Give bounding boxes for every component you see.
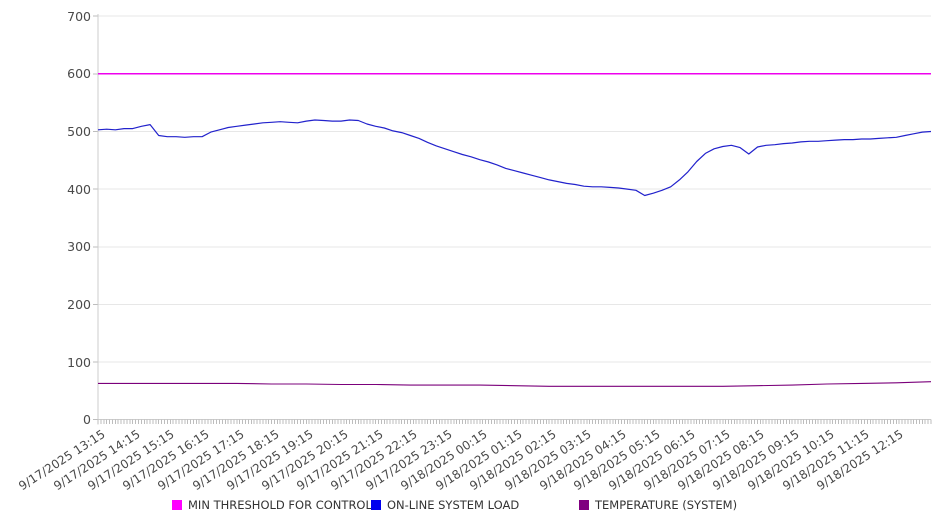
y-tick-label-0: 0 — [83, 412, 91, 428]
y-tick-label-400: 400 — [67, 181, 91, 197]
legend-swatch-icon — [579, 500, 589, 510]
series-line-2 — [98, 381, 932, 387]
y-tick-label-300: 300 — [67, 239, 91, 255]
legend-item-0[interactable]: MIN THRESHOLD FOR CONTROL — [172, 498, 372, 512]
legend-item-1[interactable]: ON-LINE SYSTEM LOAD — [371, 498, 519, 512]
legend-label: MIN THRESHOLD FOR CONTROL — [188, 498, 372, 512]
legend-swatch-icon — [371, 500, 381, 510]
y-tick-label-700: 700 — [67, 8, 91, 24]
legend-item-2[interactable]: TEMPERATURE (SYSTEM) — [579, 498, 737, 512]
y-tick-label-500: 500 — [67, 123, 91, 139]
y-tick-label-600: 600 — [67, 66, 91, 82]
series-line-1 — [97, 119, 932, 197]
legend-label: ON-LINE SYSTEM LOAD — [387, 498, 520, 512]
legend-label: TEMPERATURE (SYSTEM) — [595, 498, 738, 512]
y-tick-label-200: 200 — [67, 296, 91, 312]
legend-swatch-icon — [172, 500, 182, 510]
y-tick-label-100: 100 — [67, 354, 91, 370]
